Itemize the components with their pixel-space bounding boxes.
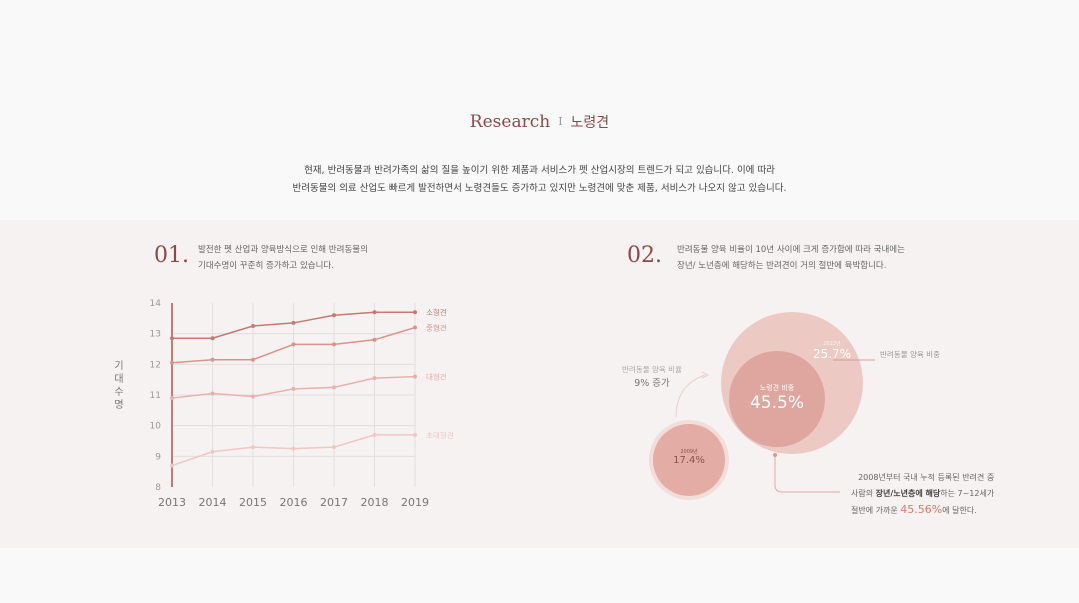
value: 17.4% (673, 455, 705, 466)
data-point (372, 337, 377, 342)
series-label: 중형견 (426, 323, 447, 333)
x-tick-label: 2016 (280, 496, 308, 509)
title-text: Research (469, 112, 551, 132)
label: 반려동물 양육 비율 (622, 365, 682, 374)
note-line: 사람의 장년/노년층에 해당하는 7~12세가 (851, 486, 994, 502)
y-tick-label: 11 (150, 391, 161, 401)
data-point (251, 357, 255, 362)
intro-text: 현재, 반려동물과 반려가족의 삶의 질을 높이기 위한 제품과 서비스가 펫 … (0, 162, 1079, 198)
big-circle-text: 2022년 25.7% (802, 340, 862, 361)
data-point (251, 394, 255, 399)
data-point (332, 445, 336, 450)
arrow-head-icon (701, 371, 710, 379)
big-circle-label: 반려동물 양육 비중 (880, 350, 940, 359)
increase-arrow (675, 374, 706, 418)
connector-dot (773, 453, 777, 457)
small-circle-text: 2009년 17.4% (649, 448, 729, 466)
desc-line: 발전한 펫 산업과 양육방식으로 인해 반려동물의 (198, 245, 368, 255)
data-point (251, 445, 255, 450)
connector-line (774, 456, 840, 493)
data-point (413, 325, 417, 330)
data-point (170, 463, 174, 468)
y-axis-label: 기대수명 (114, 361, 124, 411)
y-tick-label: 13 (150, 330, 161, 340)
t: 절반에 가까운 (851, 506, 901, 515)
data-point (372, 432, 377, 437)
intro-line: 반려동물의 의료 산업도 빠르게 발전하면서 노령견들도 증가하고 있지만 노령… (292, 183, 787, 194)
data-point (170, 360, 174, 365)
increase-text: 반려동물 양육 비율 9% 증가 (612, 364, 692, 389)
note-text: 2008년부터 국내 누적 등록된 반려견 중 사람의 장년/노년층에 해당하는… (851, 470, 994, 519)
data-point (413, 310, 417, 315)
data-point (291, 446, 296, 451)
inner-circle (729, 351, 825, 447)
data-point (170, 336, 174, 341)
data-point (372, 310, 377, 315)
desc-line: 반려동물 양육 비율이 10년 사이에 크게 증가함에 따라 국내에는 (677, 245, 905, 255)
y-tick-label: 12 (150, 360, 161, 370)
title-subtitle: 노령견 (570, 115, 610, 131)
x-tick-label: 2018 (361, 496, 389, 509)
t: 장년/노년층에 해당 (875, 489, 941, 498)
data-point (210, 336, 215, 341)
note-line: 2008년부터 국내 누적 등록된 반려견 중 (858, 473, 995, 482)
data-point (372, 376, 377, 381)
year: 2022년 (823, 341, 841, 347)
data-point (332, 342, 336, 347)
t: 하는 7~12세가 (940, 489, 995, 498)
x-tick-label: 2014 (199, 496, 227, 509)
t: 에 달한다. (942, 506, 977, 515)
research-band (0, 220, 1079, 548)
intro-line: 현재, 반려동물과 반려가족의 삶의 질을 높이기 위한 제품과 서비스가 펫 … (304, 165, 775, 176)
value: 25.7% (812, 347, 852, 361)
y-tick-label: 14 (150, 299, 162, 309)
y-tick-label: 8 (155, 483, 161, 493)
data-point (170, 396, 174, 401)
note-line: 절반에 가까운 45.56%에 달한다. (851, 502, 994, 519)
label: 노령견 비중 (759, 384, 795, 392)
data-point (210, 391, 215, 396)
value: 9% 증가 (634, 378, 670, 389)
series-label: 초대형견 (426, 430, 454, 440)
small-circle (653, 424, 725, 496)
section2-number: 02. (627, 243, 662, 268)
page-title: Research I 노령견 (0, 112, 1079, 132)
data-point (291, 342, 296, 347)
y-tick-label: 10 (150, 422, 162, 432)
y-tick-label: 9 (155, 452, 161, 462)
data-point (210, 357, 215, 362)
data-point (291, 386, 296, 391)
value: 45.5% (749, 393, 804, 413)
data-point (413, 432, 417, 437)
data-point (332, 313, 336, 318)
x-tick-label: 2019 (401, 496, 429, 509)
t: 사람의 (851, 489, 876, 498)
desc-line: 기대수명이 꾸준히 증가하고 있습니다. (198, 261, 334, 271)
desc-line: 장년/ 노년층에 해당하는 반려견이 거의 절반에 육박합니다. (677, 261, 887, 271)
section1-number: 01. (154, 243, 189, 268)
highlight: 45.56% (900, 503, 943, 516)
year: 2009년 (680, 449, 698, 455)
data-point (291, 320, 296, 325)
x-tick-label: 2017 (320, 496, 348, 509)
title-separator: I (558, 115, 563, 128)
data-point (251, 324, 255, 328)
x-tick-label: 2015 (239, 496, 267, 509)
inner-circle-text: 노령견 비중 45.5% (737, 383, 817, 413)
series-label: 소형견 (426, 307, 447, 317)
series-label: 대형견 (426, 372, 447, 382)
data-point (332, 385, 336, 390)
data-point (210, 449, 215, 454)
x-tick-label: 2013 (158, 496, 186, 509)
data-point (413, 374, 417, 379)
